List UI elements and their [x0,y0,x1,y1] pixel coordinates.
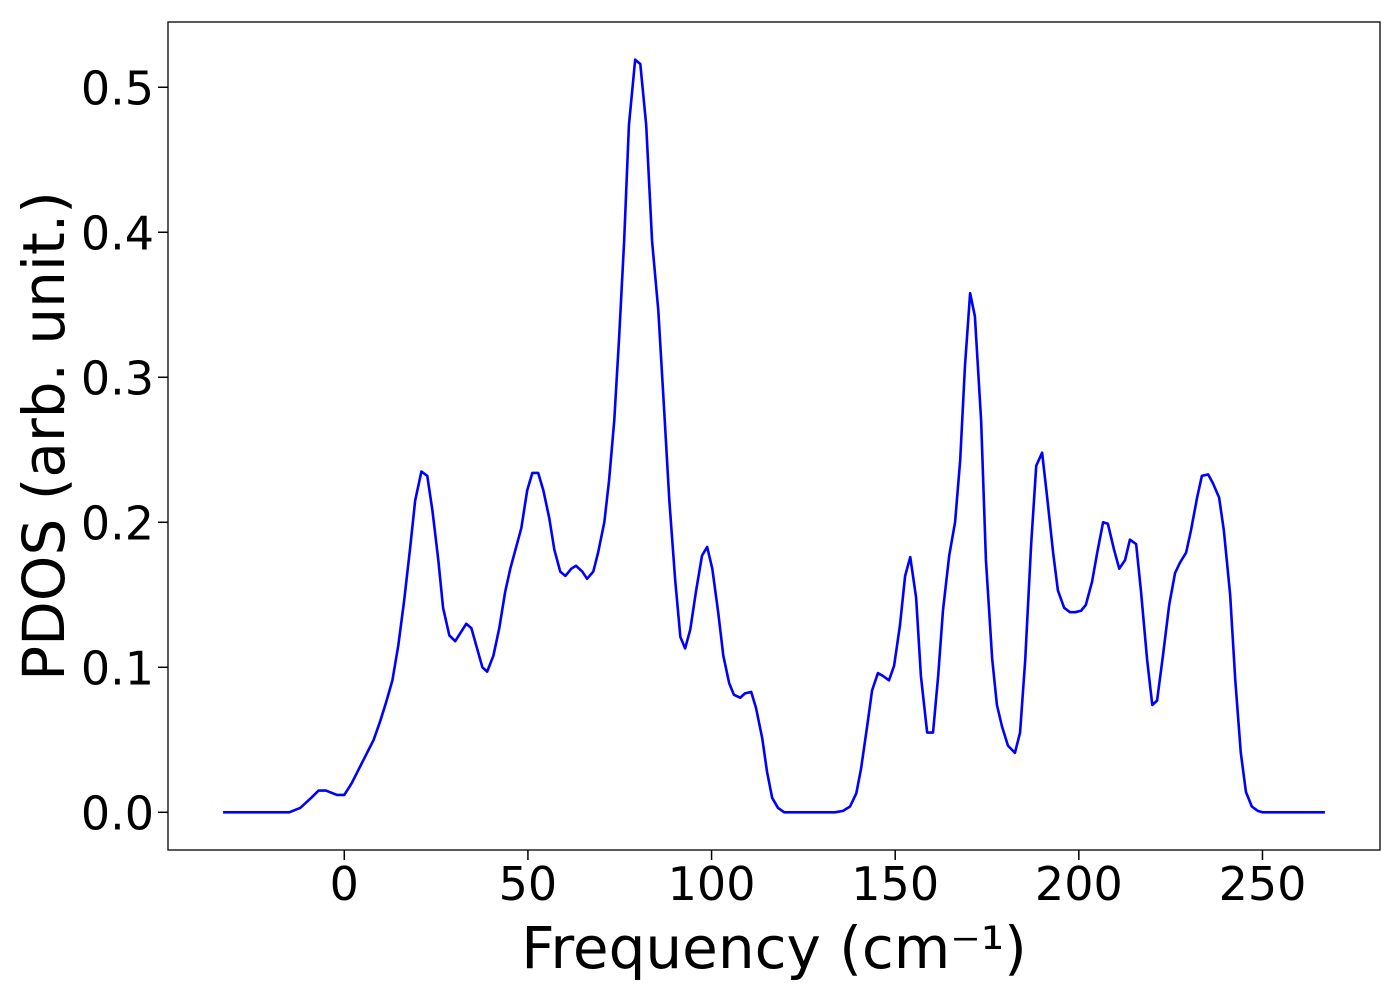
x-tick-label: 200 [1035,857,1123,911]
x-tick-label: 150 [851,857,939,911]
x-tick-label: 250 [1219,857,1307,911]
x-tick-label: 0 [330,857,359,911]
y-tick-label: 0.1 [81,641,154,695]
y-tick-label: 0.4 [81,206,154,260]
y-tick-label: 0.0 [81,786,154,840]
y-tick-label: 0.5 [81,61,154,115]
x-tick-label: 50 [499,857,558,911]
y-tick-label: 0.2 [81,496,154,550]
pdos-line [223,58,1325,814]
x-tick-label: 100 [668,857,756,911]
y-axis-label: PDOS (arb. unit.) [10,191,78,681]
x-axis-label: Frequency (cm⁻¹) [521,914,1027,982]
plot-frame [167,21,1381,851]
y-tick-label: 0.3 [81,351,154,405]
